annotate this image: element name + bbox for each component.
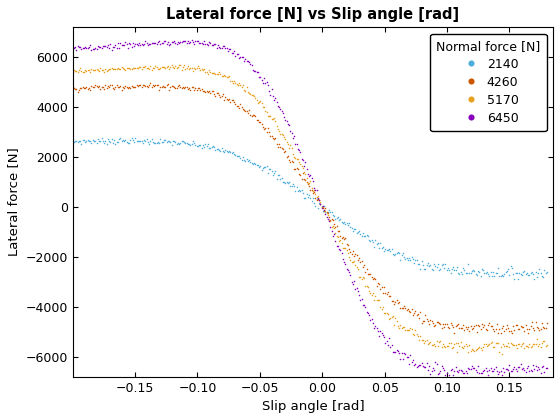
5170 [155, 66, 161, 71]
Line: 2140: 2140 [71, 136, 548, 280]
Legend: 2140, 4260, 5170, 6450: 2140, 4260, 5170, 6450 [430, 34, 547, 131]
6450 [282, 118, 289, 123]
4260 [352, 251, 359, 256]
4260 [332, 224, 339, 229]
5170 [422, 339, 429, 344]
4260 [543, 320, 550, 325]
5170 [177, 63, 184, 68]
6450 [422, 365, 429, 370]
5170 [498, 352, 505, 357]
2140 [515, 276, 521, 281]
5170 [332, 230, 339, 235]
4260 [433, 320, 440, 325]
2140 [128, 135, 135, 140]
6450 [433, 361, 440, 366]
4260 [69, 84, 76, 89]
5170 [543, 342, 550, 347]
6450 [332, 238, 339, 243]
5170 [433, 339, 440, 344]
6450 [69, 44, 76, 49]
Line: 6450: 6450 [71, 38, 548, 379]
6450 [543, 365, 550, 370]
2140 [543, 269, 550, 274]
5170 [69, 69, 76, 74]
Line: 5170: 5170 [71, 63, 548, 356]
5170 [282, 137, 289, 142]
6450 [445, 375, 451, 381]
4260 [451, 331, 458, 336]
4260 [156, 87, 162, 92]
4260 [282, 149, 289, 154]
2140 [332, 216, 339, 221]
2140 [433, 265, 440, 270]
4260 [422, 312, 429, 318]
2140 [282, 180, 289, 185]
X-axis label: Slip angle [rad]: Slip angle [rad] [262, 400, 364, 413]
Line: 4260: 4260 [71, 81, 548, 335]
4260 [147, 80, 153, 85]
2140 [422, 266, 429, 271]
Title: Lateral force [N] vs Slip angle [rad]: Lateral force [N] vs Slip angle [rad] [166, 7, 459, 22]
5170 [352, 262, 359, 268]
6450 [155, 40, 161, 45]
6450 [188, 37, 195, 42]
Y-axis label: Lateral force [N]: Lateral force [N] [7, 147, 20, 256]
2140 [352, 226, 359, 231]
2140 [69, 136, 76, 142]
6450 [352, 286, 359, 291]
2140 [156, 141, 162, 146]
